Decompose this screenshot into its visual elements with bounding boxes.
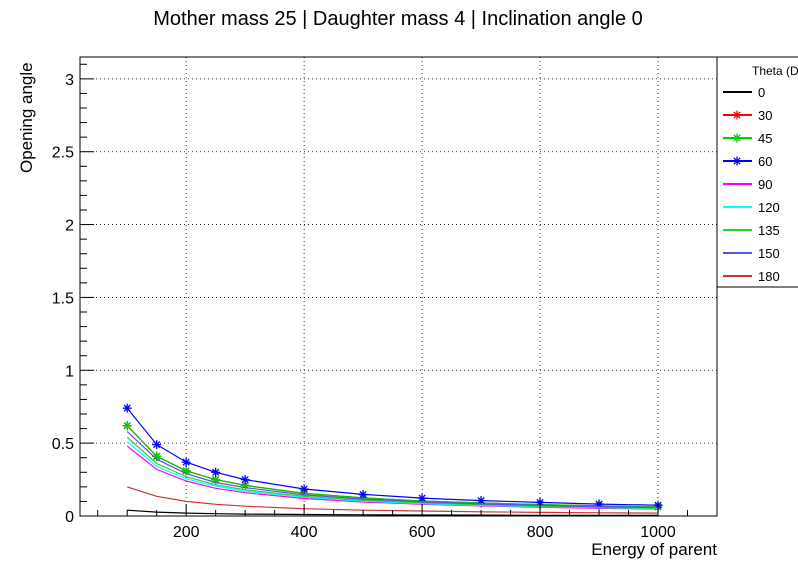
star-marker bbox=[212, 468, 220, 476]
star-marker bbox=[123, 422, 131, 430]
chart-title: Mother mass 25 | Daughter mass 4 | Incli… bbox=[153, 8, 643, 30]
series-135 bbox=[126, 436, 659, 509]
legend: Theta (D 0 30 45 60 90 120 135 150 180 bbox=[716, 56, 798, 288]
y-tick-label: 1 bbox=[65, 363, 74, 380]
grid bbox=[80, 57, 717, 516]
legend-item: 135 bbox=[723, 223, 780, 238]
y-tick-label: 0 bbox=[65, 509, 74, 526]
legend-label: 180 bbox=[758, 269, 780, 284]
star-marker bbox=[536, 498, 544, 507]
legend-label: 150 bbox=[758, 246, 780, 261]
y-axis-label: Opening angle bbox=[17, 62, 36, 173]
star-marker bbox=[359, 490, 367, 499]
legend-label: 135 bbox=[758, 223, 780, 238]
legend-item: 120 bbox=[723, 200, 780, 215]
star-marker bbox=[153, 452, 161, 460]
x-tick-label: 600 bbox=[409, 524, 436, 541]
series-line bbox=[126, 431, 659, 509]
legend-title: Theta (D bbox=[752, 64, 798, 78]
star-marker bbox=[733, 134, 741, 142]
y-tick-label: 2.5 bbox=[52, 145, 74, 162]
legend-item: 180 bbox=[723, 269, 780, 284]
plot-area bbox=[79, 56, 718, 517]
series-line bbox=[126, 436, 659, 509]
y-tick-label: 3 bbox=[65, 72, 74, 89]
series-line bbox=[127, 486, 659, 514]
series-layer bbox=[122, 403, 663, 517]
legend-label: 0 bbox=[758, 85, 765, 100]
legend-items: 0 30 45 60 90 120 135 150 180 bbox=[723, 85, 780, 284]
legend-label: 45 bbox=[758, 131, 772, 146]
series-180 bbox=[127, 486, 659, 514]
legend-label: 30 bbox=[758, 108, 772, 123]
legend-item: 45 bbox=[723, 131, 772, 146]
star-marker bbox=[300, 485, 308, 493]
legend-label: 120 bbox=[758, 200, 780, 215]
y-tick-label: 2 bbox=[65, 218, 74, 235]
legend-frame bbox=[716, 56, 798, 288]
x-axis-label: Energy of parent bbox=[591, 540, 717, 559]
x-tick-label: 400 bbox=[291, 524, 318, 541]
legend-item: 150 bbox=[723, 246, 780, 261]
legend-item: 0 bbox=[723, 85, 765, 100]
y-tick-label: 1.5 bbox=[52, 290, 74, 307]
x-tick-label: 800 bbox=[527, 524, 554, 541]
star-marker bbox=[153, 440, 161, 449]
legend-item: 90 bbox=[723, 177, 772, 192]
legend-label: 60 bbox=[758, 154, 772, 169]
x-tick-label: 1000 bbox=[640, 524, 676, 541]
star-marker bbox=[733, 157, 741, 165]
star-marker bbox=[123, 404, 131, 412]
y-tick-label: 0.5 bbox=[52, 436, 74, 453]
star-marker bbox=[733, 111, 741, 119]
star-marker bbox=[241, 475, 249, 484]
series-line bbox=[126, 407, 659, 506]
axes: 200 400 600 800 1000 0 0.5 1 1.5 2 2.5 3 bbox=[52, 63, 718, 541]
series-line bbox=[126, 425, 659, 508]
star-marker bbox=[477, 496, 485, 505]
series-150 bbox=[126, 431, 659, 509]
legend-item: 60 bbox=[723, 154, 772, 169]
star-marker bbox=[182, 458, 190, 466]
series-60 bbox=[122, 403, 663, 510]
legend-label: 90 bbox=[758, 177, 772, 192]
x-tick-label: 200 bbox=[173, 524, 200, 541]
legend-item: 30 bbox=[723, 108, 772, 123]
star-marker bbox=[418, 494, 426, 502]
